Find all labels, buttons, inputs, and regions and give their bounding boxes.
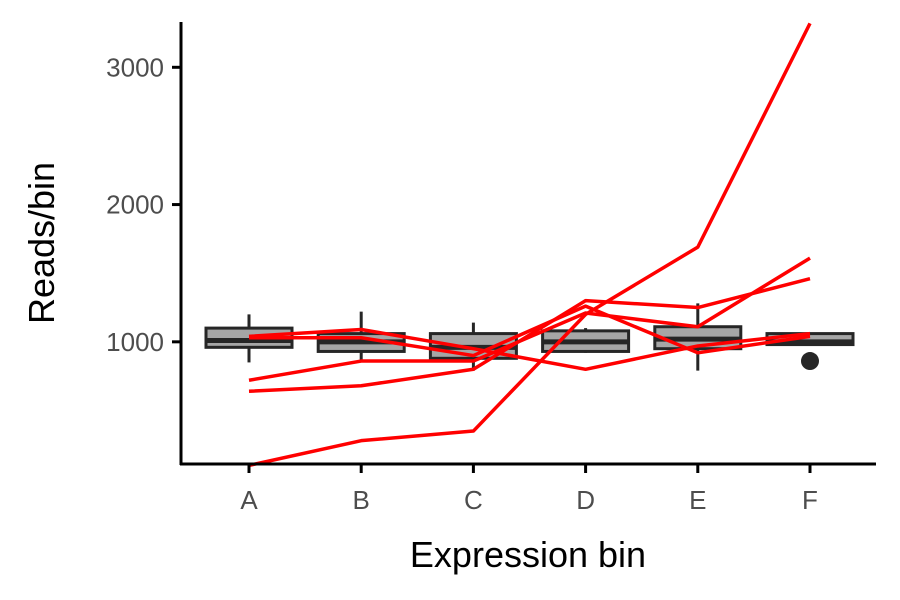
y-tick-label: 3000 (106, 52, 164, 82)
x-axis-title: Expression bin (410, 534, 646, 575)
box-lower (430, 347, 517, 359)
x-tick-label: B (353, 485, 370, 515)
y-axis-title: Reads/bin (21, 162, 62, 324)
x-tick-label: E (689, 485, 706, 515)
box-D (541, 328, 631, 353)
x-tick-label: C (464, 485, 483, 515)
series-lines-layer (248, 22, 812, 468)
ticks-layer: 1000 2000 3000 A B C D E F (106, 52, 818, 515)
box-E (653, 303, 743, 371)
series-line-5 (249, 304, 811, 358)
series-line-4 (248, 327, 811, 372)
outlier-point (801, 352, 819, 371)
x-tick-label: D (576, 485, 595, 515)
box-lower (542, 341, 629, 352)
axes-layer (179, 22, 876, 466)
series-line-2 (248, 276, 811, 393)
box-A (204, 314, 294, 363)
box-lower (206, 340, 292, 348)
x-tick-label: F (802, 485, 818, 515)
box-lower (318, 341, 405, 352)
series-line-1 (248, 22, 812, 468)
y-tick-label: 2000 (106, 190, 164, 220)
boxes-layer (204, 303, 855, 371)
box-lower (654, 339, 741, 349)
x-tick-label: A (240, 485, 258, 515)
box-upper (654, 326, 741, 340)
box-upper (542, 330, 629, 342)
y-tick-label: 1000 (106, 327, 164, 357)
series-line-3 (248, 256, 811, 382)
